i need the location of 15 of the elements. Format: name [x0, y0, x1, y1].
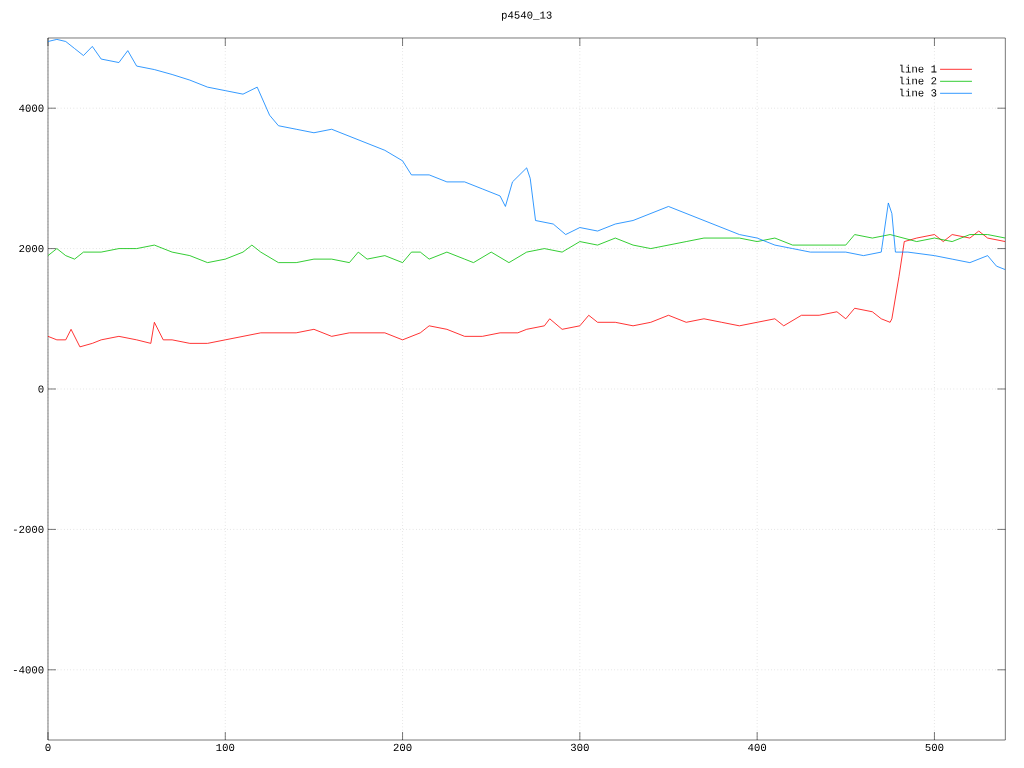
- y-tick-label: 2000: [19, 244, 44, 253]
- y-tick-label: 0: [38, 385, 44, 393]
- legend-label: line 2: [899, 76, 937, 85]
- legend-label: line 1: [899, 64, 937, 73]
- x-tick-label: 400: [748, 743, 767, 752]
- legend-label: line 3: [899, 88, 937, 97]
- x-tick-label: 100: [216, 743, 235, 752]
- x-tick-label: 0: [45, 743, 51, 752]
- chart-title: p4540_13: [502, 11, 552, 21]
- y-tick-label: -4000: [13, 666, 44, 674]
- y-tick-label: -2000: [13, 525, 44, 534]
- x-tick-label: 300: [570, 743, 589, 752]
- x-tick-label: 200: [393, 743, 412, 752]
- y-tick-label: 4000: [19, 104, 44, 112]
- x-tick-label: 500: [925, 743, 944, 752]
